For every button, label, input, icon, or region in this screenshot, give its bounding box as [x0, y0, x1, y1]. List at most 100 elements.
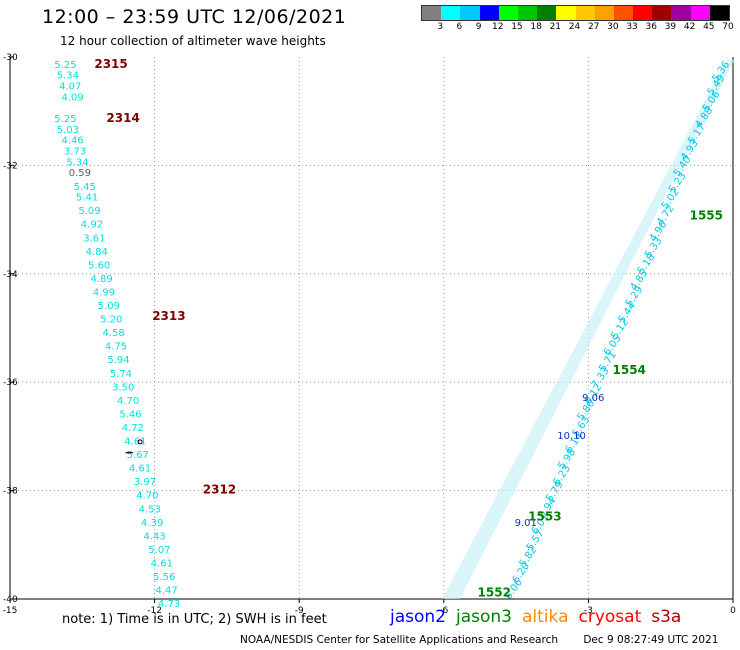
- legend-label: 21: [549, 22, 562, 32]
- y-tick-label: -38: [3, 487, 18, 497]
- wave-height-value: 4.99: [93, 287, 115, 298]
- x-tick-label: -15: [3, 606, 18, 616]
- wave-height-value: 3.61: [83, 233, 105, 244]
- legend-swatch: [613, 6, 634, 20]
- wave-height-value: 5.07: [148, 545, 170, 556]
- legend-swatch: [556, 6, 576, 20]
- wave-height-value: 5.45: [74, 182, 96, 193]
- legend-label: 39: [664, 22, 677, 32]
- legend-swatch: [671, 6, 691, 20]
- legend-label: 15: [511, 22, 523, 32]
- wave-height-value: 5.09: [78, 206, 100, 217]
- wave-height-value: 3.50: [112, 382, 134, 393]
- wave-height-value: 5.60: [88, 260, 110, 271]
- legend-swatch: [479, 6, 499, 20]
- wave-height-value: 4.84: [86, 247, 108, 258]
- wave-height-value: 4.07: [59, 82, 81, 93]
- legend-label: 18: [530, 22, 542, 32]
- wave-height-value: 4.46: [62, 136, 84, 147]
- legend-label: 3: [437, 22, 444, 32]
- wave-height-value: 4.75: [105, 342, 127, 353]
- y-tick-label: -40: [3, 595, 18, 605]
- legend-label: 36: [645, 22, 657, 32]
- wave-height-value: 4.73: [158, 599, 180, 610]
- legend-swatch: [652, 6, 672, 20]
- wave-height-value: 5.67: [127, 450, 149, 461]
- note-text: note: 1) Time is in UTC; 2) SWH is in fe…: [62, 612, 327, 627]
- legend-swatch: [422, 6, 442, 20]
- map-title: 12:00 – 23:59 UTC 12/06/2021: [42, 6, 347, 28]
- y-tick-label: -30: [3, 53, 18, 63]
- wave-height-value: 5.03: [57, 125, 79, 136]
- legend-swatch: [633, 6, 653, 20]
- wave-height-value: 5.25: [54, 114, 76, 125]
- wave-height-value: 9.01: [515, 518, 537, 529]
- satellite-legend: jason2 jason3 altika cryosat s3a: [390, 607, 681, 627]
- legend-label: 12: [492, 22, 504, 32]
- x-tick-label: -3: [584, 606, 593, 616]
- wave-height-value: 3.97: [134, 477, 156, 488]
- y-tick-label: -32: [3, 161, 18, 171]
- legend-swatch: [575, 6, 595, 20]
- legend-swatch: [594, 6, 614, 20]
- wave-height-value: 5.41: [76, 193, 98, 204]
- orbit-number-label: 1553: [528, 509, 561, 523]
- wave-height-value: 4.61: [129, 464, 151, 475]
- x-tick-label: -6: [439, 606, 448, 616]
- satellite-cryosat: cryosat: [578, 607, 642, 627]
- satellite-jason3: jason3: [456, 607, 512, 627]
- wave-height-value: 4.70: [136, 491, 158, 502]
- satellite-altika: altika: [522, 607, 569, 627]
- wave-height-value: 5.25: [54, 60, 76, 71]
- legend-label: 70: [722, 22, 734, 32]
- legend-swatch: [690, 6, 710, 20]
- wave-height-value: 4.72: [122, 423, 144, 434]
- wave-height-value: 4.61: [151, 558, 173, 569]
- wave-height-value: 5.34: [66, 157, 88, 168]
- wave-height-value: 5.56: [153, 572, 175, 583]
- footer: NOAA/NESDIS Center for Satellite Applica…: [240, 634, 718, 646]
- wave-height-value: 4.61: [124, 437, 146, 448]
- orbit-number-label: 1555: [690, 209, 723, 223]
- legend-label: 9: [475, 22, 482, 32]
- legend-label: 45: [703, 22, 715, 32]
- wave-height-value: 4.89: [90, 274, 112, 285]
- legend-swatch: [498, 6, 518, 20]
- satellite-s3a: s3a: [651, 607, 682, 627]
- legend-label: 27: [587, 22, 600, 32]
- y-tick-label: -36: [3, 378, 18, 388]
- wave-height-value: 4.47: [156, 586, 178, 597]
- wave-height-value: 5.94: [107, 355, 129, 366]
- legend-label: 33: [626, 22, 638, 32]
- wave-height-value: 4.58: [102, 328, 124, 339]
- x-tick-label: -9: [295, 606, 304, 616]
- orbit-number-label: 1554: [613, 363, 646, 377]
- legend-label: 24: [568, 22, 581, 32]
- wave-height-value: 4.39: [141, 518, 163, 529]
- legend-swatch: [537, 6, 557, 20]
- wave-height-value: 5.46: [119, 409, 141, 420]
- footer-date: Dec 9 08:27:49 UTC 2021: [583, 634, 719, 646]
- legend-swatch: [460, 6, 480, 20]
- wave-height-value: 5.20: [100, 315, 122, 326]
- orbit-number-label: 2312: [203, 482, 236, 496]
- orbit-number-label: 2313: [152, 309, 185, 323]
- wave-height-value: 4.70: [117, 396, 139, 407]
- wave-height-value: 5.34: [57, 71, 79, 82]
- legend-label: 42: [683, 22, 696, 32]
- x-tick-label: -12: [147, 606, 162, 616]
- wave-height-value: 4.92: [81, 220, 103, 231]
- wave-height-value: 3.73: [64, 147, 86, 158]
- orbit-number-label: 2315: [94, 57, 127, 71]
- footer-center: NOAA/NESDIS Center for Satellite Applica…: [240, 634, 558, 646]
- legend-swatch: [517, 6, 538, 20]
- legend-swatch: [709, 6, 729, 20]
- wave-height-value: 0.59: [69, 168, 91, 179]
- wave-height-value: 9.06: [582, 393, 604, 404]
- orbit-number-label: 2314: [106, 111, 139, 125]
- wave-height-value: 4.53: [139, 504, 161, 515]
- wave-height-value: 5.09: [98, 301, 120, 312]
- east-track-band: [442, 59, 735, 599]
- island-marker: [137, 439, 143, 445]
